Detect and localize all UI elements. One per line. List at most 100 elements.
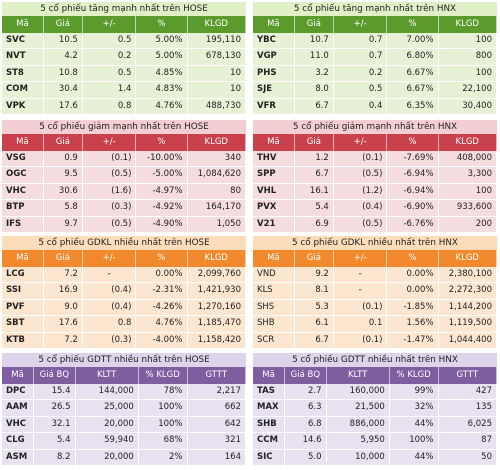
table-row: SHB 6.1 0.1 1.56% 1,119,500 [253, 315, 498, 333]
table-row: SBT 17.6 0.8 4.76% 1,185,470 [2, 315, 247, 333]
col-block-value-cell: 321 [187, 432, 247, 450]
col-change-header: +/- [333, 250, 388, 267]
col-block-value-cell: 427 [438, 384, 498, 401]
col-code-cell: NVT [2, 48, 44, 66]
table-row: VGP 11.0 0.7 6.80% 800 [253, 48, 498, 66]
col-price-cell: 1.2 [294, 151, 334, 168]
stock-table: Mã Giá +/-% KLGD VND 9.2-0.00% 2,380,100 KLS 8.1… [253, 250, 498, 350]
col-block-volume-cell: 886,000 [326, 416, 390, 434]
col-volume-cell: 2,099,760 [187, 267, 247, 284]
col-volume-cell: 800 [438, 48, 498, 66]
col-code-cell: KTB [2, 332, 44, 350]
col-change-cell: (0.4) [82, 282, 137, 300]
panel-hnx-volume: 5 cổ phiếu GDKL nhiều nhất trên HNX Mã Gi… [253, 236, 498, 350]
col-code-cell: BTP [2, 199, 44, 217]
col-code-cell: IFS [2, 216, 44, 234]
col-percent-cell: 6.80% [386, 48, 439, 66]
col-code-cell: COM [2, 81, 44, 99]
col-change-cell: (0.4) [333, 199, 388, 217]
col-block-volume-cell: 144,000 [75, 384, 139, 401]
table-row: PVF 9.0 (0.4) -4.26% 1,270,160 [2, 299, 247, 317]
col-code-cell: AAM [2, 399, 35, 417]
col-code-header: Mã [253, 134, 295, 151]
col-code-cell: VSG [2, 151, 44, 168]
col-volume-cell: 1,144,200 [438, 299, 498, 317]
stock-table: Mã Giá BQ KLTT% KLGD GTTT TAS 2.7 160,000 99% 42… [253, 367, 498, 467]
panel-hnx-losers: 5 cổ phiếu giảm mạnh nhất trên HNX Mã Giá… [253, 120, 498, 234]
table-row: VHL 16.1 (1.2) -6.94% 100 [253, 183, 498, 201]
col-volume-header: KLGD [438, 250, 498, 267]
col-percent-cell: 4.85% [135, 65, 188, 83]
col-percent-cell: -1.85% [386, 299, 439, 317]
col-volume-header: KLGD [187, 250, 247, 267]
col-price-cell: 30.6 [43, 183, 83, 201]
col-code-cell: ASM [2, 449, 35, 467]
col-change-cell: (1.6) [82, 183, 137, 201]
col-percent-header: % [386, 134, 439, 151]
col-volume-cell: 408,000 [438, 151, 498, 168]
col-price-header: Giá [43, 250, 83, 267]
col-volume-cell: 30,400 [438, 98, 498, 116]
col-volume-cell: 1,119,500 [438, 315, 498, 333]
col-percent-header: % [135, 250, 188, 267]
table-row: BTP 5.8 (0.3) -4.92% 164,170 [2, 199, 247, 217]
col-change-cell: 0.8 [82, 98, 137, 116]
col-volume-share-cell: 44% [389, 416, 439, 434]
col-volume-cell: 1,270,160 [187, 299, 247, 317]
col-price-cell: 5.3 [294, 299, 334, 317]
col-volume-cell: 164,170 [187, 199, 247, 217]
col-price-cell: 9.5 [43, 166, 83, 184]
table-header-row: Mã Giá BQ KLTT% KLGD GTTT [253, 367, 498, 384]
col-volume-cell: 1,421,930 [187, 282, 247, 300]
col-percent-cell: -4.97% [135, 183, 188, 201]
col-code-cell: YBC [253, 33, 295, 50]
col-price-cell: 6.9 [294, 216, 334, 234]
col-avg-price-cell: 6.8 [284, 416, 327, 434]
col-code-cell: SBT [2, 315, 44, 333]
panel-hose-gainers: 5 cổ phiếu tăng mạnh nhất trên HOSE Mã Gi… [2, 2, 247, 116]
col-volume-share-header: % KLGD [389, 367, 439, 384]
col-change-cell: 0.2 [82, 48, 137, 66]
col-change-header: +/- [82, 134, 137, 151]
col-price-cell: 0.9 [43, 151, 83, 168]
col-code-cell: SPP [253, 166, 295, 184]
col-percent-cell: 6.67% [386, 65, 439, 83]
col-price-cell: 5.4 [294, 199, 334, 217]
col-block-volume-cell: 5,950 [326, 432, 390, 450]
col-code-cell: MAX [253, 399, 286, 417]
col-volume-header: KLGD [438, 134, 498, 151]
col-volume-share-cell: 100% [389, 432, 439, 450]
table-row: V21 6.9 (0.5) -6.76% 200 [253, 216, 498, 234]
table-header-row: Mã Giá +/-% KLGD [253, 250, 498, 267]
col-price-cell: 6.7 [294, 98, 334, 116]
col-price-cell: 17.6 [43, 315, 83, 333]
col-block-value-header: GTTT [438, 367, 498, 384]
col-percent-cell: 4.76% [135, 315, 188, 333]
col-percent-header: % [386, 16, 439, 33]
col-avg-price-cell: 14.6 [284, 432, 327, 450]
col-avg-price-cell: 8.2 [33, 449, 76, 467]
panel-title: 5 cổ phiếu GDKL nhiều nhất trên HNX [253, 236, 497, 250]
col-percent-header: % [135, 134, 188, 151]
table-header-row: Mã Giá +/-% KLGD [253, 16, 498, 33]
col-price-header: Giá [43, 16, 83, 33]
col-code-cell: VHC [2, 183, 44, 201]
col-code-header: Mã [2, 250, 44, 267]
col-change-cell: (0.1) [333, 151, 388, 168]
table-row: VSG 0.9 (0.1) -10.00% 340 [2, 151, 247, 168]
col-price-header: Giá [43, 134, 83, 151]
col-price-cell: 4.2 [43, 48, 83, 66]
col-code-header: Mã [2, 134, 44, 151]
table-row: VND 9.2-0.00% 2,380,100 [253, 267, 498, 284]
col-percent-header: % [135, 16, 188, 33]
col-avg-price-header: Giá BQ [284, 367, 327, 384]
col-code-cell: OGC [2, 166, 44, 184]
col-volume-cell: 1,050 [187, 216, 247, 234]
col-price-cell: 10.8 [43, 65, 83, 83]
col-volume-cell: 195,110 [187, 33, 247, 50]
table-row: SHB 6.8 886,000 44% 6,025 [253, 416, 498, 434]
panel-title: 5 cổ phiếu GDKL nhiều nhất trên HOSE [2, 236, 246, 250]
col-block-value-cell: 642 [187, 416, 247, 434]
col-volume-cell: 100 [438, 33, 498, 50]
col-change-cell: 0.8 [82, 315, 137, 333]
